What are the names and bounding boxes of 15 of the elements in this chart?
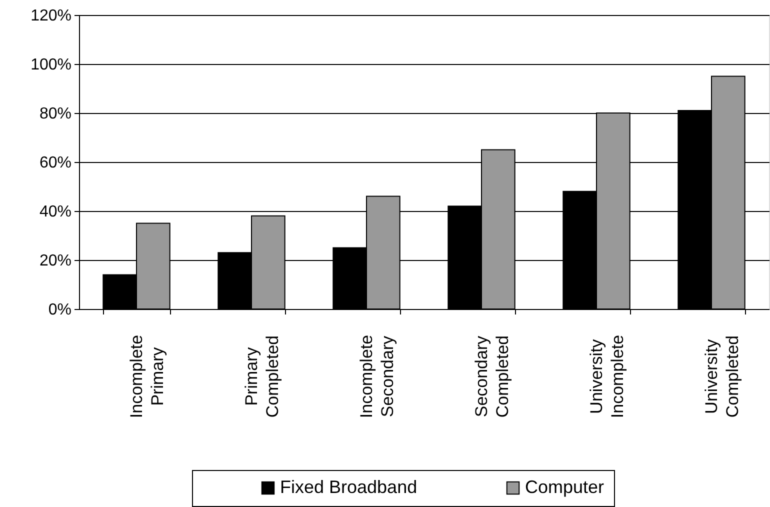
y-tick-label: 120%	[30, 8, 72, 24]
x-tick-label: Primary Completed	[242, 335, 282, 418]
y-tick-label: 100%	[30, 56, 72, 74]
legend-label: Computer	[525, 477, 604, 497]
x-tick-label: Incomplete Primary	[127, 334, 167, 418]
x-tick-label: Incomplete Secondary	[357, 334, 397, 418]
y-tick-label: 0%	[48, 302, 72, 318]
y-tick-label: 40%	[39, 204, 72, 220]
y-tick-label: 60%	[39, 154, 72, 172]
y-tick-label: 20%	[39, 252, 72, 270]
legend-label: Fixed Broadband	[280, 477, 418, 497]
x-tick-label: University Completed	[702, 335, 742, 418]
x-tick-label: University Incomplete	[587, 334, 627, 418]
y-tick-label: 80%	[39, 106, 72, 122]
x-tick-label: Secondary Completed	[472, 335, 512, 418]
